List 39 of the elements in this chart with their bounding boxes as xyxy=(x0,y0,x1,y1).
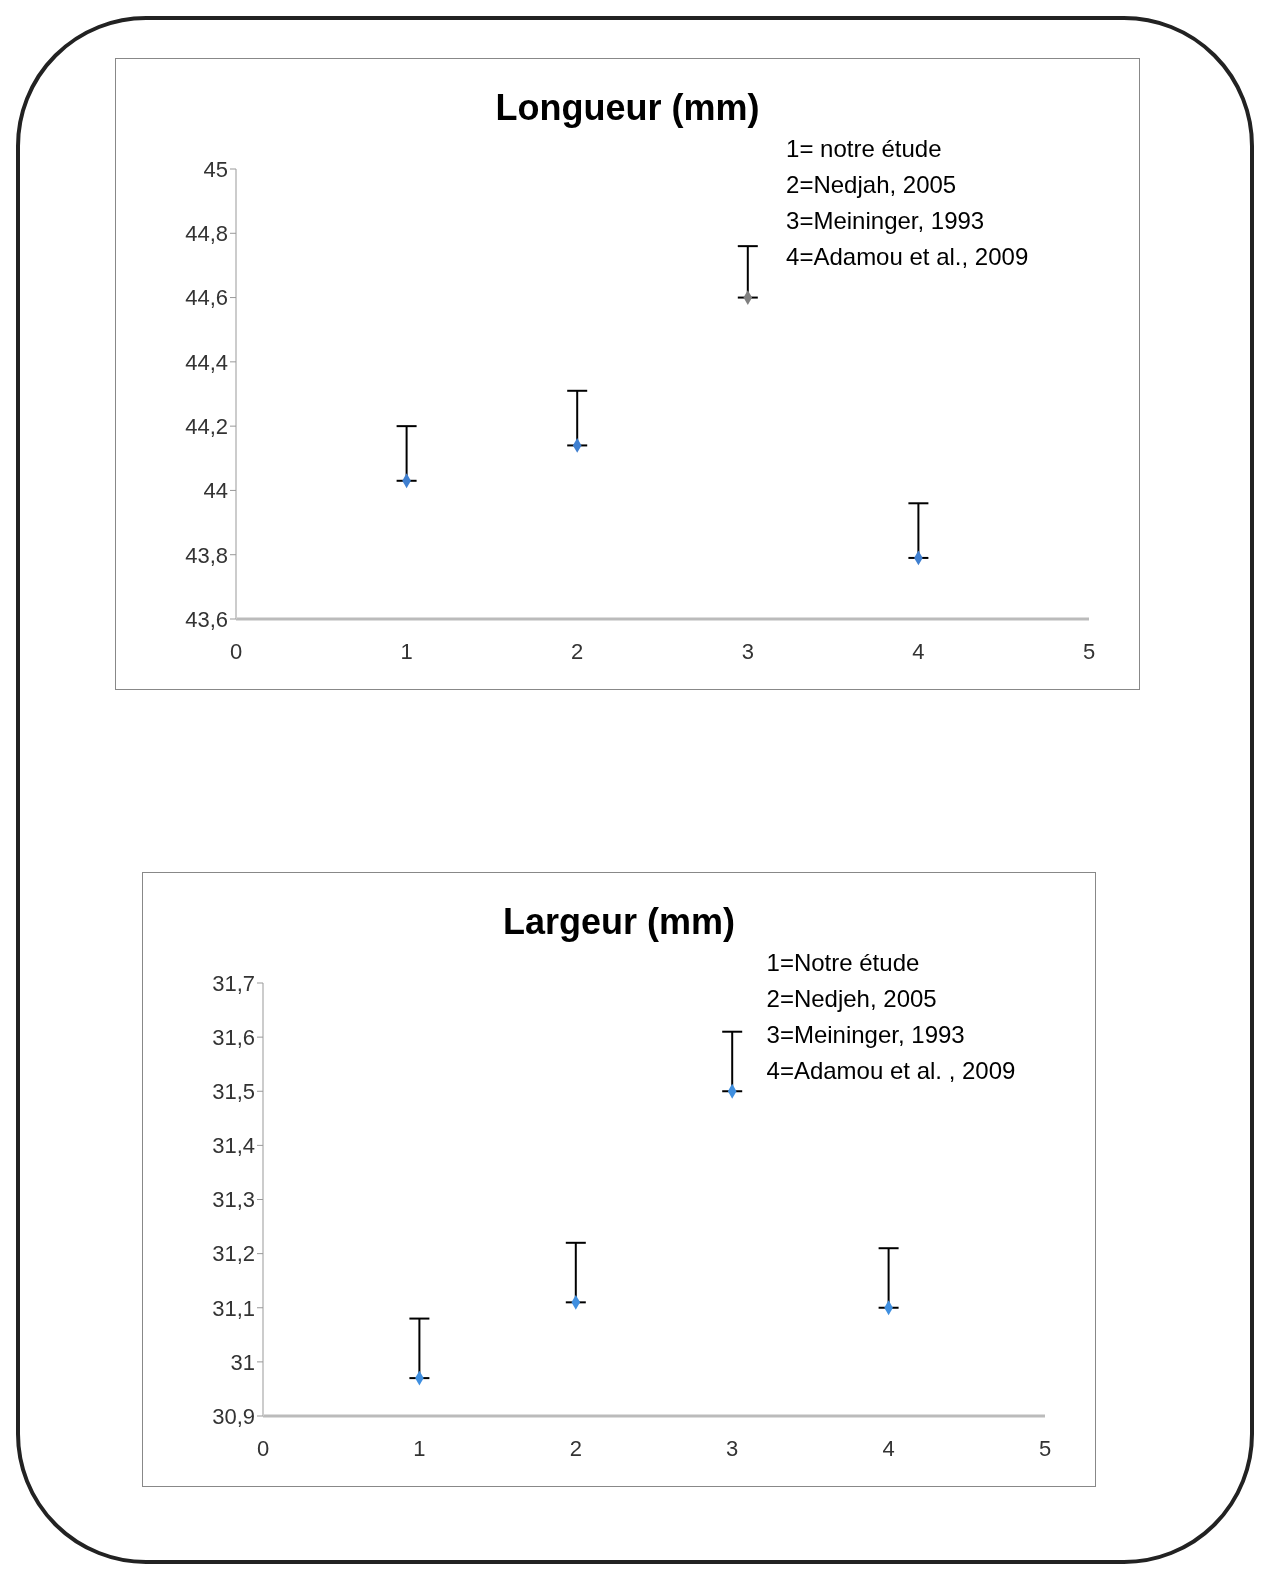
y-tick-label: 44 xyxy=(203,478,228,504)
y-tick-label: 31,3 xyxy=(212,1187,255,1213)
x-tick-label: 0 xyxy=(229,638,243,664)
y-tick-label: 31,2 xyxy=(212,1241,255,1267)
y-tick-label: 43,6 xyxy=(185,606,228,632)
x-tick-label: 5 xyxy=(1038,1435,1052,1461)
y-tick-label: 44,2 xyxy=(185,413,228,439)
x-tick-label: 2 xyxy=(569,1435,582,1461)
y-tick-label: 43,8 xyxy=(185,542,228,568)
y-tick-label: 31,4 xyxy=(212,1133,255,1159)
text: 1= notre étude xyxy=(786,134,943,164)
annotation: 2=Nedjah, 2005 xyxy=(786,170,958,200)
x-tick-label: 2 xyxy=(571,638,584,664)
x-tick-label: 5 xyxy=(1082,638,1096,664)
y-tick-label: 31,1 xyxy=(212,1295,255,1321)
text: 1=Notre étude xyxy=(766,948,921,978)
y-tick-label: 31,5 xyxy=(212,1079,255,1105)
y-tick-label: 44,6 xyxy=(185,285,228,311)
annotation: 2=Nedjeh, 2005 xyxy=(766,984,938,1014)
annotation: 3=Meininger, 1993 xyxy=(766,1020,966,1050)
y-tick-label: 45 xyxy=(203,156,228,182)
x-tick-label: 3 xyxy=(726,1435,739,1461)
annotation: 3=Meininger, 1993 xyxy=(786,206,986,236)
x-tick-label: 4 xyxy=(882,1435,895,1461)
y-tick-label: 30,9 xyxy=(212,1403,255,1429)
x-tick-label: 3 xyxy=(741,638,754,664)
y-tick-label: 31,6 xyxy=(212,1024,255,1050)
y-tick-label: 31 xyxy=(230,1349,255,1375)
x-tick-label: 4 xyxy=(912,638,925,664)
x-tick-label: 1 xyxy=(400,638,413,664)
chart-title: Longueur (mm) xyxy=(494,87,761,129)
y-tick-label: 44,8 xyxy=(185,221,228,247)
y-tick-label: 44,4 xyxy=(185,349,228,375)
x-tick-label: 1 xyxy=(413,1435,426,1461)
x-tick-label: 0 xyxy=(256,1435,270,1461)
annotation: 4=Adamou et al. , 2009 xyxy=(766,1056,1016,1086)
annotation: 4=Adamou et al., 2009 xyxy=(786,242,1029,272)
chart-title: Largeur (mm) xyxy=(502,901,736,943)
y-tick-label: 31,7 xyxy=(212,970,255,996)
